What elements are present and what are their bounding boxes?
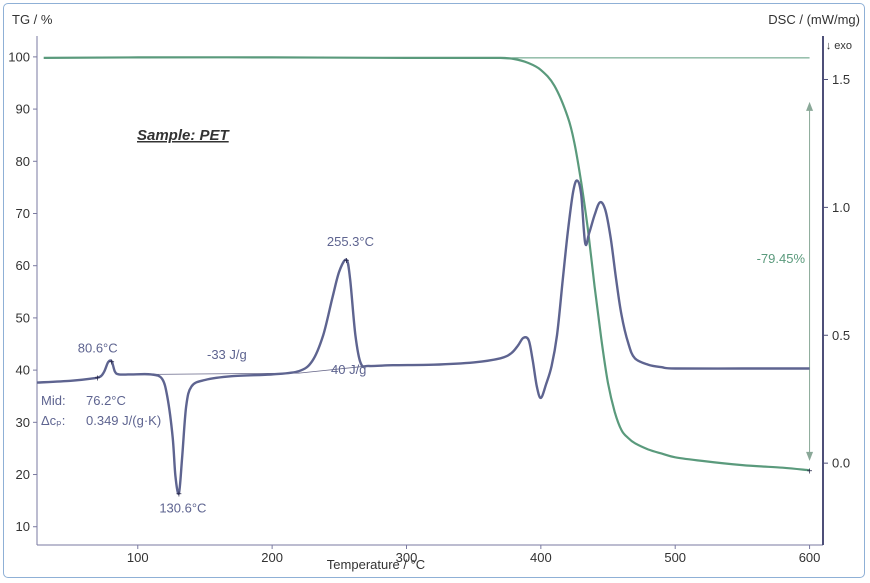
right-tick-label: 0.5 — [832, 328, 850, 343]
peak-marker-80: + — [109, 357, 115, 368]
left-tick-label: 70 — [16, 206, 30, 221]
tg-end-marker: + — [807, 466, 813, 477]
right-tick-label: 0.0 — [832, 456, 850, 471]
left-axis-title: TG / % — [12, 12, 53, 27]
left-tick-label: 10 — [16, 519, 30, 534]
peak-marker-130: + — [176, 489, 182, 500]
left-tick-label: 40 — [16, 363, 30, 378]
left-tick-label: 90 — [16, 102, 30, 117]
left-tick-label: 30 — [16, 415, 30, 430]
chart-frame — [3, 3, 865, 578]
x-tick-label: 600 — [799, 550, 821, 565]
glass-transition-mid-label: Mid: — [41, 393, 66, 408]
x-tick-label: 500 — [664, 550, 686, 565]
mass-loss-step-arrow — [806, 101, 814, 461]
x-tick-label: 200 — [261, 550, 283, 565]
enthalpy-label-melting: 40 J/g — [331, 362, 366, 377]
peak-label-130: 130.6°C — [159, 500, 206, 515]
right-axis-title: DSC / (mW/mg) — [768, 12, 860, 27]
x-tick-label: 400 — [530, 550, 552, 565]
baseline-melting — [298, 365, 373, 374]
left-tick-label: 50 — [16, 310, 30, 325]
tg-curve — [43, 56, 810, 472]
x-tick-label: 100 — [127, 550, 149, 565]
x-tick-label: 300 — [396, 550, 418, 565]
peak-markers: + + + + + — [95, 256, 813, 501]
right-tick-label: 1.0 — [832, 200, 850, 215]
left-tick-label: 60 — [16, 258, 30, 273]
peak-label-80: 80.6°C — [78, 340, 118, 355]
left-tick-label: 20 — [16, 467, 30, 482]
glass-transition-dcp-value: 0.349 J/(g·K) — [86, 413, 161, 428]
sample-label: Sample: PET — [137, 127, 231, 144]
glass-transition-dcp-label: Δcₚ: — [41, 413, 65, 428]
x-axis-ticks: 100 200 300 400 500 600 — [127, 545, 820, 565]
enthalpy-label-cold-crystallization: -33 J/g — [207, 347, 247, 362]
left-axis-ticks: 10 20 30 40 50 60 70 80 90 100 — [8, 49, 37, 534]
right-tick-label: 1.5 — [832, 72, 850, 87]
peak-label-255: 255.3°C — [327, 234, 374, 249]
mass-loss-label: -79.45% — [757, 251, 806, 266]
glass-transition-mid-value: 76.2°C — [86, 393, 126, 408]
dsc-curve — [36, 179, 810, 495]
left-tick-label: 100 — [8, 49, 30, 64]
exo-direction-label: ↓ exo — [826, 40, 852, 52]
right-axis-ticks: 0.0 0.5 1.0 1.5 — [823, 72, 850, 471]
peak-marker-255: + — [344, 256, 350, 267]
left-tick-label: 80 — [16, 154, 30, 169]
onset-marker: + — [95, 373, 101, 384]
x-axis-title: Temperature / °C — [327, 557, 425, 572]
